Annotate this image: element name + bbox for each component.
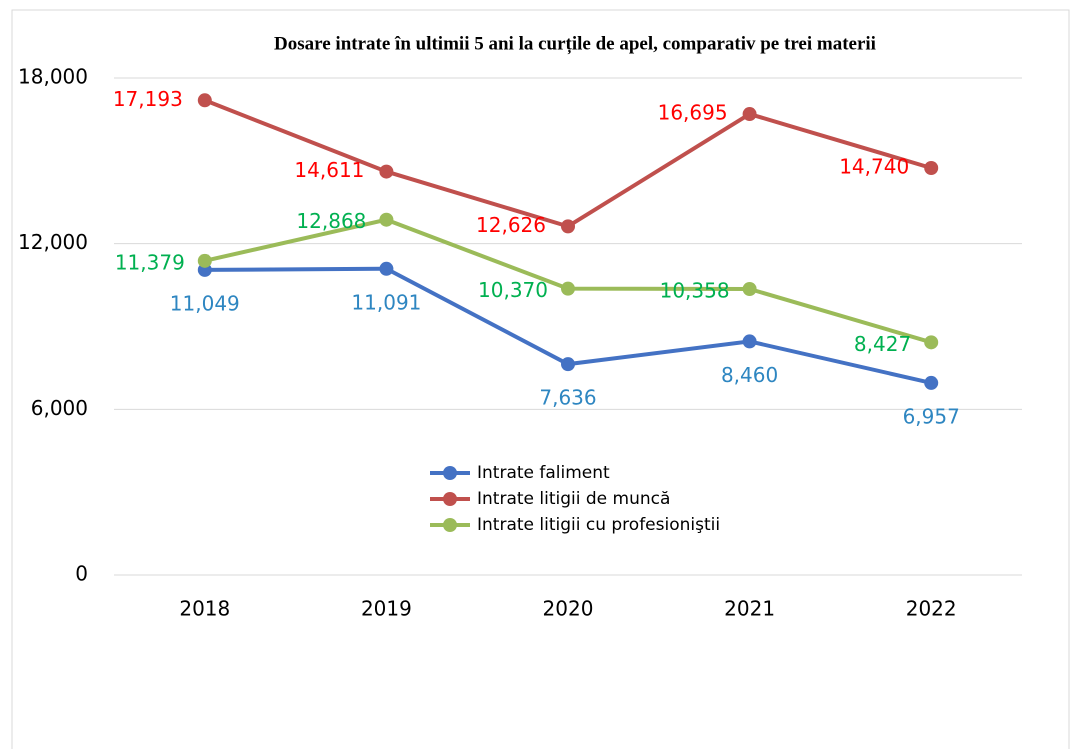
- y-tick-label: 0: [75, 562, 88, 586]
- point: [197, 93, 212, 108]
- value-label: 12,868: [296, 209, 366, 233]
- y-tick-label: 12,000: [18, 230, 88, 254]
- point: [742, 107, 757, 122]
- point: [379, 212, 394, 227]
- point: [924, 161, 939, 176]
- value-label: 10,358: [660, 279, 730, 303]
- x-tick-label: 2018: [179, 597, 230, 621]
- legend-marker: [443, 466, 457, 480]
- x-tick-label: 2019: [361, 597, 412, 621]
- value-label: 10,370: [478, 278, 548, 302]
- value-label: 11,379: [115, 250, 185, 274]
- value-label: 14,740: [839, 155, 909, 179]
- legend-marker: [443, 518, 457, 532]
- point: [742, 334, 757, 349]
- point: [197, 253, 212, 268]
- chart-title: Dosare intrate în ultimii 5 ani la curți…: [274, 33, 876, 54]
- x-tick-label: 2021: [724, 597, 775, 621]
- legend-marker: [443, 492, 457, 506]
- y-tick-label: 18,000: [18, 65, 88, 89]
- value-label: 7,636: [539, 386, 596, 410]
- value-label: 8,460: [721, 363, 778, 387]
- chart-border: [11, 9, 1070, 749]
- value-label: 11,091: [351, 290, 421, 314]
- point: [924, 335, 939, 350]
- point: [379, 261, 394, 276]
- point: [379, 164, 394, 179]
- value-label: 17,193: [113, 87, 183, 111]
- point: [924, 375, 939, 390]
- legend-label: Intrate litigii cu profesioniştii: [477, 515, 720, 535]
- x-tick-label: 2020: [543, 597, 594, 621]
- value-label: 14,611: [294, 158, 364, 182]
- value-label: 8,427: [854, 332, 911, 356]
- point: [561, 281, 575, 296]
- legend-label: Intrate faliment: [477, 463, 610, 483]
- legend-label: Intrate litigii de muncă: [477, 489, 670, 509]
- value-label: 12,626: [476, 213, 546, 237]
- value-label: 6,957: [903, 404, 960, 428]
- point: [742, 282, 757, 297]
- x-tick-label: 2022: [906, 597, 957, 621]
- value-label: 16,695: [658, 101, 728, 125]
- value-label: 11,049: [170, 291, 240, 315]
- point: [561, 357, 575, 372]
- point: [561, 219, 575, 234]
- y-tick-label: 6,000: [31, 396, 88, 420]
